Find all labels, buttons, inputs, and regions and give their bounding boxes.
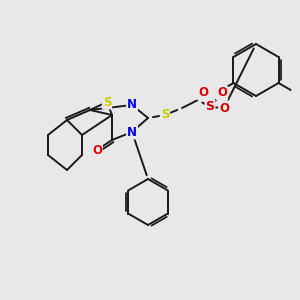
Text: O: O bbox=[217, 86, 227, 100]
Text: S: S bbox=[103, 95, 111, 109]
Text: O: O bbox=[198, 86, 208, 100]
Text: N: N bbox=[127, 125, 137, 139]
Text: S: S bbox=[161, 109, 169, 122]
Text: S: S bbox=[206, 100, 214, 113]
Text: N: N bbox=[127, 98, 137, 112]
Text: O: O bbox=[219, 101, 229, 115]
Text: O: O bbox=[92, 143, 102, 157]
